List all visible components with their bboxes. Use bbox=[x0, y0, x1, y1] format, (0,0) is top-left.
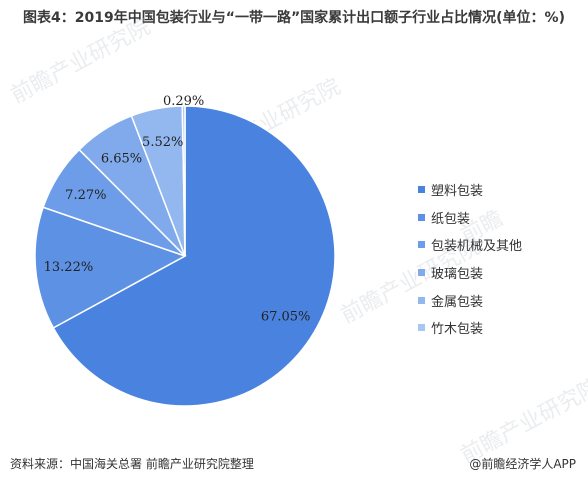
legend-item: 竹木包装 bbox=[418, 314, 522, 342]
legend-label: 包装机械及其他 bbox=[431, 239, 523, 255]
slice-data-label: 67.05% bbox=[261, 310, 311, 325]
source-note: 资料来源：中国海关总署 前瞻产业研究院整理 bbox=[10, 457, 254, 471]
slice-data-label: 0.29% bbox=[163, 94, 204, 109]
legend-item: 塑料包装 bbox=[418, 176, 522, 204]
legend-item: 包装机械及其他 bbox=[418, 231, 522, 259]
pie-slice-1 bbox=[52, 105, 336, 407]
legend-label: 金属包装 bbox=[431, 294, 484, 310]
legend-item: 玻璃包装 bbox=[418, 259, 522, 287]
legend-swatch bbox=[418, 186, 425, 194]
legend-item: 纸包装 bbox=[418, 204, 522, 232]
pie-slice-2 bbox=[34, 206, 187, 329]
chart-title: 图表4：2019年中国包装行业与“一带一路”国家累计出口额子行业占比情况(单位：… bbox=[23, 10, 565, 26]
legend-swatch bbox=[418, 213, 425, 221]
legend-label: 玻璃包装 bbox=[431, 267, 484, 283]
legend-swatch bbox=[418, 269, 425, 277]
legend-swatch bbox=[418, 324, 425, 332]
legend: 塑料包装纸包装包装机械及其他 玻璃包装金属包装竹木包装 bbox=[418, 176, 522, 342]
pie-slice-6 bbox=[181, 105, 186, 257]
legend-swatch bbox=[418, 296, 425, 304]
legend-label: 塑料包装 bbox=[431, 184, 484, 200]
slice-data-label: 7.27% bbox=[65, 188, 106, 203]
legend-label: 纸包装 bbox=[431, 211, 471, 227]
legend-swatch bbox=[418, 241, 425, 249]
slice-data-label: 5.52% bbox=[142, 135, 183, 150]
slice-data-label: 6.65% bbox=[101, 152, 142, 167]
credit-note: @前瞻经济学人APP bbox=[469, 457, 576, 471]
legend-label: 竹木包装 bbox=[431, 322, 484, 338]
legend-item: 金属包装 bbox=[418, 286, 522, 314]
svg-text:前瞻产业研究院: 前瞻产业研究院 bbox=[7, 14, 155, 108]
slice-data-label: 13.22% bbox=[44, 260, 94, 275]
